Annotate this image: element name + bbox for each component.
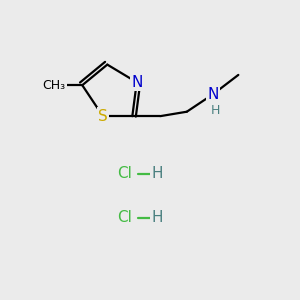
Text: H: H <box>211 104 220 117</box>
Text: S: S <box>98 109 108 124</box>
Text: H: H <box>152 210 163 225</box>
Text: Cl: Cl <box>118 166 132 181</box>
Text: CH₃: CH₃ <box>43 79 66 92</box>
Text: N: N <box>131 75 142 90</box>
Text: H: H <box>152 166 163 181</box>
Text: N: N <box>208 87 219 102</box>
Text: Cl: Cl <box>118 210 132 225</box>
